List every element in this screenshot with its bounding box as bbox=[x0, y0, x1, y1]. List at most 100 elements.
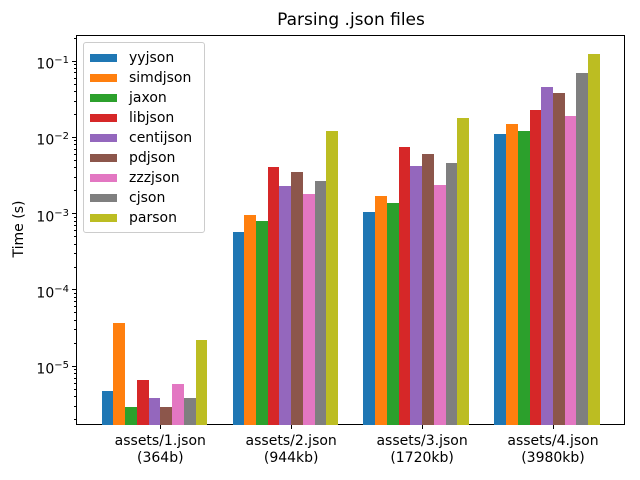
x-major-tick bbox=[421, 425, 423, 429]
y-minor-tick bbox=[73, 148, 76, 150]
y-minor-tick bbox=[73, 419, 76, 421]
y-tick-label: 10−5 bbox=[36, 360, 69, 378]
x-tick-label: assets/3.json (1720kb) bbox=[347, 433, 497, 467]
y-minor-tick bbox=[73, 37, 76, 39]
y-minor-tick bbox=[73, 266, 76, 268]
bar-zzzjson-1 bbox=[172, 383, 184, 425]
y-minor-tick bbox=[73, 159, 76, 161]
y-minor-tick bbox=[73, 167, 76, 169]
y-minor-tick bbox=[73, 253, 76, 255]
bar-simdjson-2 bbox=[244, 214, 256, 425]
bar-parson-3 bbox=[457, 117, 470, 425]
x-major-tick bbox=[552, 425, 554, 429]
y-minor-tick bbox=[73, 77, 76, 79]
legend-item-cjson: cjson bbox=[90, 188, 204, 208]
y-major-tick bbox=[72, 136, 76, 138]
legend-label: pdjson bbox=[129, 150, 176, 166]
y-minor-tick bbox=[73, 216, 76, 218]
y-minor-tick bbox=[73, 230, 76, 232]
legend-swatch-simdjson bbox=[90, 74, 117, 82]
bar-simdjson-3 bbox=[375, 196, 387, 425]
bar-libjson-3 bbox=[398, 147, 411, 425]
legend-swatch-zzzjson bbox=[90, 174, 117, 182]
x-major-tick bbox=[290, 425, 292, 429]
x-tick-label-size: (944kb) bbox=[263, 450, 319, 466]
legend-swatch-parson bbox=[90, 214, 117, 222]
bar-parson-4 bbox=[588, 53, 600, 425]
y-minor-tick bbox=[73, 306, 76, 308]
legend-label: parson bbox=[129, 210, 177, 226]
bar-simdjson-4 bbox=[506, 123, 518, 425]
y-minor-tick bbox=[73, 140, 76, 142]
x-tick-label-file: assets/1.json bbox=[114, 433, 206, 449]
y-major-tick bbox=[72, 60, 76, 62]
x-tick-label-file: assets/3.json bbox=[376, 433, 468, 449]
x-tick-label-size: (364b) bbox=[137, 450, 184, 466]
y-minor-tick bbox=[73, 68, 76, 70]
bar-centijson-4 bbox=[541, 86, 553, 425]
y-tick-label: 10−2 bbox=[36, 131, 69, 150]
y-minor-tick bbox=[73, 301, 76, 303]
y-major-tick bbox=[72, 289, 76, 291]
x-tick-label: assets/2.json (944kb) bbox=[216, 433, 366, 467]
bar-pdjson-3 bbox=[422, 154, 434, 425]
x-tick-label-size: (1720kb) bbox=[390, 450, 454, 466]
y-minor-tick bbox=[73, 176, 76, 178]
bar-yyjson-1 bbox=[101, 390, 114, 425]
bar-centijson-3 bbox=[410, 166, 423, 425]
y-minor-tick bbox=[73, 72, 76, 74]
legend-item-jaxon: jaxon bbox=[90, 88, 204, 108]
bar-centijson-1 bbox=[148, 398, 161, 425]
y-minor-tick bbox=[73, 342, 76, 344]
y-minor-tick bbox=[73, 296, 76, 298]
legend-item-zzzjson: zzzjson bbox=[90, 168, 204, 188]
bar-simdjson-1 bbox=[113, 322, 126, 425]
legend-label: libjson bbox=[129, 110, 175, 126]
legend-label: jaxon bbox=[129, 90, 167, 106]
x-tick-label-size: (3980kb) bbox=[521, 450, 585, 466]
bar-zzzjson-3 bbox=[433, 184, 446, 425]
bar-jaxon-1 bbox=[125, 407, 137, 425]
bar-cjson-1 bbox=[183, 398, 196, 425]
y-minor-tick bbox=[73, 153, 76, 155]
y-minor-tick bbox=[73, 90, 76, 92]
legend-item-simdjson: simdjson bbox=[90, 68, 204, 88]
bar-parson-1 bbox=[195, 340, 208, 425]
bar-cjson-3 bbox=[445, 163, 458, 425]
y-tick-label: 10−1 bbox=[36, 55, 69, 73]
y-major-tick bbox=[72, 365, 76, 367]
legend-swatch-pdjson bbox=[90, 154, 117, 162]
x-tick-label-file: assets/2.json bbox=[245, 433, 337, 449]
y-minor-tick bbox=[73, 373, 76, 375]
y-minor-tick bbox=[73, 100, 76, 102]
bar-cjson-2 bbox=[314, 180, 327, 425]
y-minor-tick bbox=[73, 312, 76, 314]
y-minor-tick bbox=[73, 292, 76, 294]
legend-swatch-yyjson bbox=[90, 54, 117, 62]
bar-jaxon-2 bbox=[255, 220, 268, 425]
x-major-tick bbox=[159, 425, 161, 429]
legend-item-parson: parson bbox=[90, 208, 204, 228]
legend-item-pdjson: pdjson bbox=[90, 148, 204, 168]
y-minor-tick bbox=[73, 113, 76, 115]
bar-yyjson-2 bbox=[232, 232, 245, 425]
bar-libjson-4 bbox=[529, 109, 542, 425]
bar-yyjson-3 bbox=[363, 212, 376, 425]
legend: yyjson simdjson jaxon libjson centijson pdjso… bbox=[83, 42, 205, 233]
x-tick-label: assets/1.json (364b) bbox=[85, 433, 235, 467]
bar-cjson-4 bbox=[576, 72, 589, 425]
legend-swatch-cjson bbox=[90, 194, 117, 202]
legend-item-yyjson: yyjson bbox=[90, 48, 204, 68]
y-tick-label: 10−3 bbox=[36, 207, 69, 226]
legend-label: cjson bbox=[129, 190, 166, 206]
y-minor-tick bbox=[73, 220, 76, 222]
bar-libjson-2 bbox=[267, 166, 280, 425]
bar-yyjson-4 bbox=[494, 134, 507, 425]
y-tick-label: 10−4 bbox=[36, 283, 69, 302]
y-minor-tick bbox=[73, 83, 76, 85]
bar-jaxon-3 bbox=[386, 202, 399, 425]
legend-label: yyjson bbox=[129, 50, 175, 66]
bar-parson-2 bbox=[326, 131, 339, 425]
legend-swatch-centijson bbox=[90, 134, 117, 142]
